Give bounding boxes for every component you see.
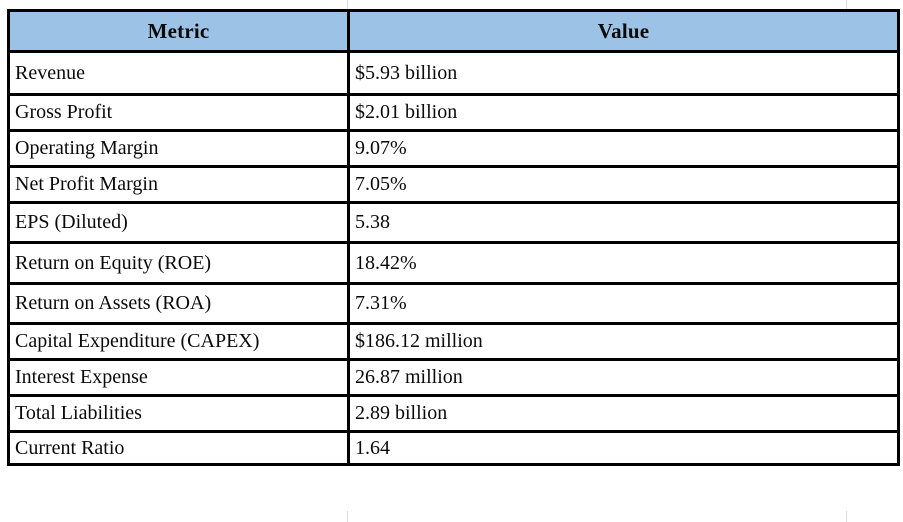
table-row: EPS (Diluted) 5.38 (7, 201, 900, 244)
table-row: Capital Expenditure (CAPEX) $186.12 mill… (7, 322, 900, 361)
value-cell: 2.89 billion (347, 394, 900, 433)
value-cell: 18.42% (347, 241, 900, 285)
value-cell: 9.07% (347, 129, 900, 168)
metric-cell: Operating Margin (7, 129, 350, 168)
metric-cell: Net Profit Margin (7, 165, 350, 204)
gridline-tick (347, 0, 348, 10)
value-cell: $186.12 million (347, 322, 900, 361)
metric-cell: Capital Expenditure (CAPEX) (7, 322, 350, 361)
value-cell: $5.93 billion (347, 50, 900, 96)
value-cell: 7.31% (347, 282, 900, 325)
metric-cell: Gross Profit (7, 93, 350, 132)
metric-cell: Interest Expense (7, 358, 350, 397)
metric-cell: Total Liabilities (7, 394, 350, 433)
table-row: Gross Profit $2.01 billion (7, 93, 900, 132)
table-body: Revenue $5.93 billion Gross Profit $2.01… (7, 50, 900, 466)
metric-cell: Current Ratio (7, 430, 350, 466)
value-cell: $2.01 billion (347, 93, 900, 132)
value-cell: 1.64 (347, 430, 900, 466)
table-row: Operating Margin 9.07% (7, 129, 900, 168)
table-header-row: Metric Value (7, 9, 900, 53)
value-cell: 5.38 (347, 201, 900, 244)
gridline-tick (846, 511, 847, 522)
table-row: Current Ratio 1.64 (7, 430, 900, 466)
table-row: Interest Expense 26.87 million (7, 358, 900, 397)
table-row: Return on Equity (ROE) 18.42% (7, 241, 900, 285)
financial-metrics-table: Metric Value Revenue $5.93 billion Gross… (7, 9, 900, 466)
column-header-value: Value (347, 9, 900, 53)
gridline-tick (347, 511, 348, 522)
metric-cell: Return on Equity (ROE) (7, 241, 350, 285)
metric-cell: EPS (Diluted) (7, 201, 350, 244)
table-row: Total Liabilities 2.89 billion (7, 394, 900, 433)
metric-cell: Return on Assets (ROA) (7, 282, 350, 325)
value-cell: 7.05% (347, 165, 900, 204)
column-header-metric: Metric (7, 9, 350, 53)
gridline-tick (846, 0, 847, 10)
metric-cell: Revenue (7, 50, 350, 96)
table-row: Net Profit Margin 7.05% (7, 165, 900, 204)
table-row: Revenue $5.93 billion (7, 50, 900, 96)
value-cell: 26.87 million (347, 358, 900, 397)
table-row: Return on Assets (ROA) 7.31% (7, 282, 900, 325)
